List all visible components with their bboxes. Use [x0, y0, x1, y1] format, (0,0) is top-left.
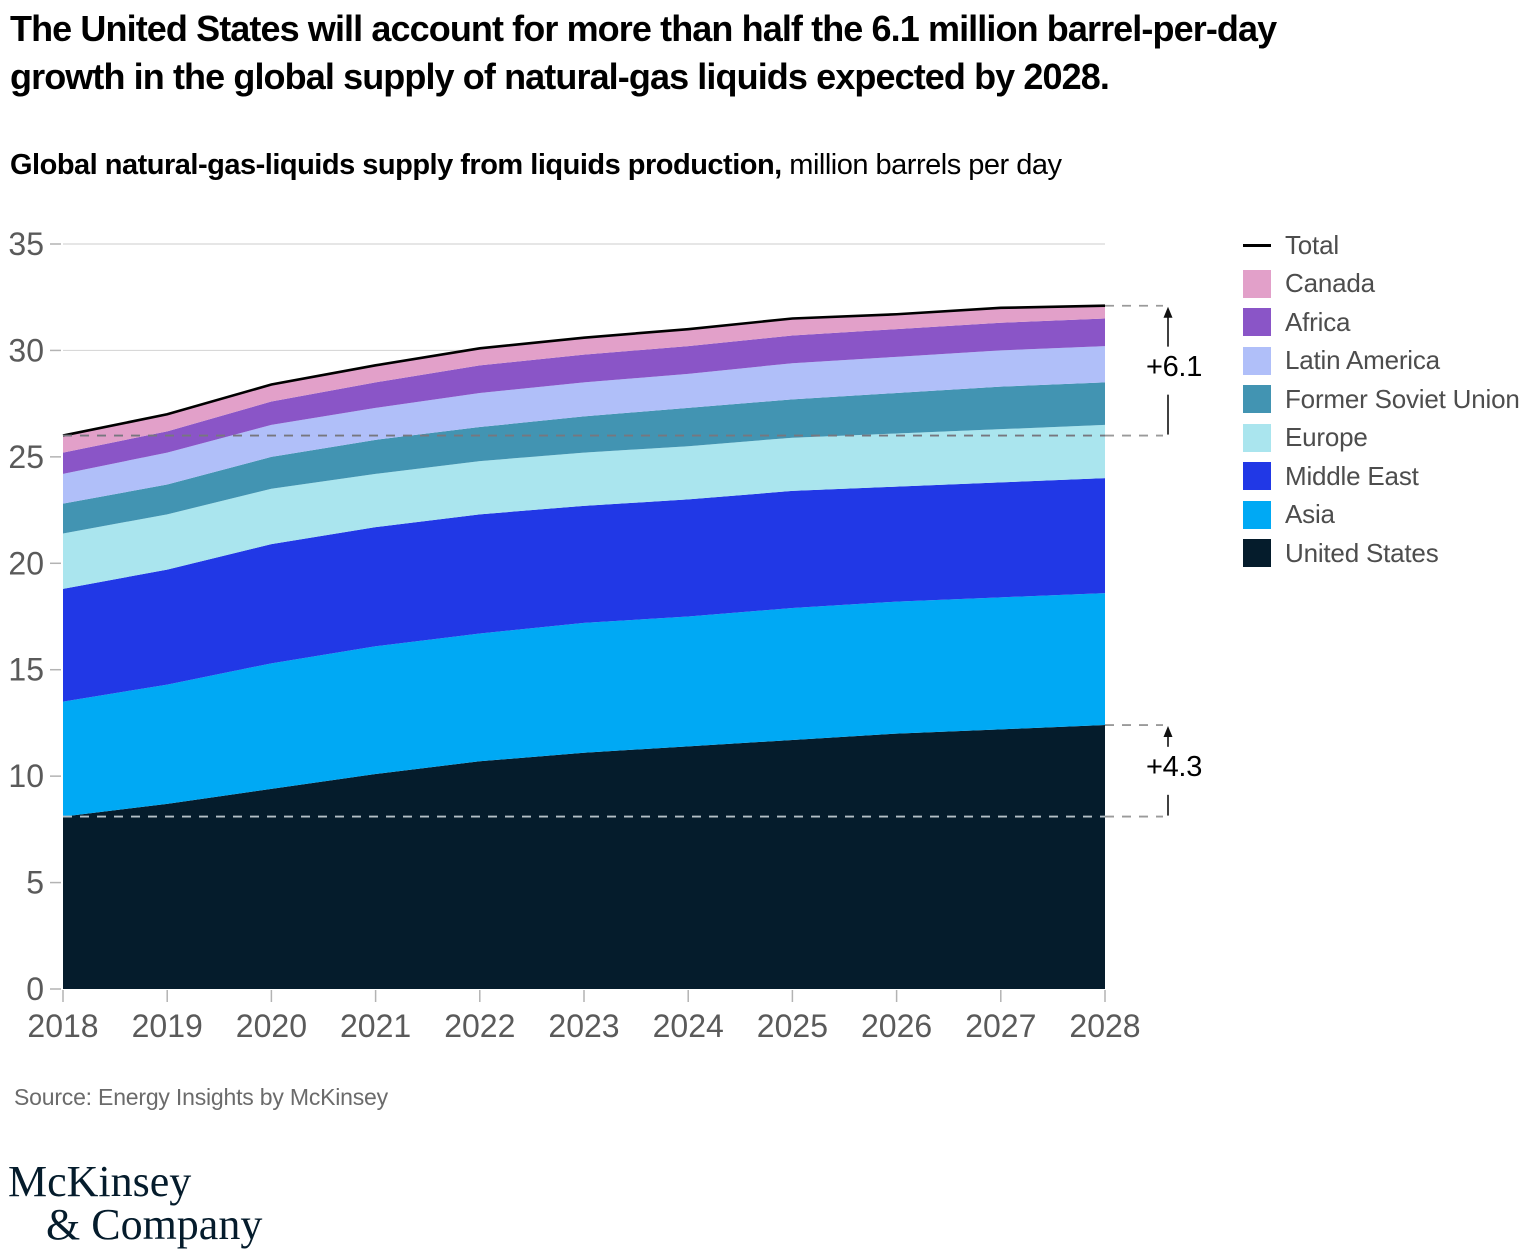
total-line: [62, 304, 1106, 437]
source-note: Source: Energy Insights by McKinsey: [14, 1084, 388, 1110]
legend-item-middle-east: Middle East: [1243, 457, 1520, 496]
x-tick-label: 2020: [236, 1008, 307, 1044]
page-title-line2: growth in the global supply of natural-g…: [10, 56, 1110, 97]
y-tick-label: 35: [8, 226, 44, 262]
x-tick-label: 2028: [1069, 1008, 1140, 1044]
logo-line2: & Company: [46, 1200, 263, 1249]
y-tick-label: 5: [26, 865, 44, 901]
legend-color-swatch: [1243, 423, 1271, 452]
x-tick-label: 2027: [965, 1008, 1036, 1044]
annotation-label-0: +6.1: [1145, 350, 1203, 383]
legend-color-swatch: [1243, 269, 1271, 298]
area-asia: [63, 593, 1105, 817]
x-tick-label: 2026: [861, 1008, 932, 1044]
legend-label: Asia: [1285, 499, 1335, 530]
growth-arrowhead-icon: [1163, 726, 1173, 738]
mckinsey-logo: McKinsey & Company: [8, 1157, 263, 1249]
legend-label: Canada: [1285, 268, 1375, 299]
x-tick-label: 2024: [653, 1008, 724, 1044]
legend-line-swatch: [1243, 243, 1271, 247]
legend-color-swatch: [1243, 346, 1271, 375]
growth-arrowhead-icon: [1163, 306, 1173, 318]
x-tick-label: 2019: [132, 1008, 203, 1044]
area-africa: [63, 318, 1105, 474]
page-title-line1: The United States will account for more …: [10, 8, 1277, 49]
x-tick-label: 2018: [27, 1008, 98, 1044]
legend-item-united-states: United States: [1243, 534, 1520, 573]
legend-item-latin-america: Latin America: [1243, 342, 1520, 381]
y-tick-label: 30: [8, 332, 44, 368]
legend-label: Africa: [1285, 306, 1351, 337]
x-tick-label: 2025: [757, 1008, 828, 1044]
legend: Total Canada Africa Latin America Former Sov…: [1243, 226, 1520, 573]
logo-line1: McKinsey: [8, 1157, 192, 1206]
legend-item-canada: Canada: [1243, 265, 1520, 304]
legend-label: United States: [1285, 537, 1439, 568]
legend-color-swatch: [1243, 462, 1271, 491]
legend-label: Former Soviet Union: [1285, 383, 1520, 414]
legend-color-swatch: [1243, 385, 1271, 414]
legend-label: Total: [1285, 229, 1339, 260]
y-tick-label: 10: [8, 758, 44, 794]
legend-label: Latin America: [1285, 345, 1440, 376]
chart-subtitle: Global natural-gas-liquids supply from l…: [10, 149, 1062, 182]
legend-item-former-soviet-union: Former Soviet Union: [1243, 380, 1520, 419]
area-europe: [63, 424, 1105, 589]
legend-color-swatch: [1243, 308, 1271, 337]
area-united-states: [63, 725, 1105, 989]
annotation-label-1: +4.3: [1145, 750, 1203, 783]
page-title: The United States will account for more …: [10, 5, 1277, 101]
legend-item-europe: Europe: [1243, 419, 1520, 458]
legend-color-swatch: [1243, 539, 1271, 568]
x-tick-label: 2023: [548, 1008, 619, 1044]
legend-color-swatch: [1243, 500, 1271, 529]
area-former-soviet-union: [63, 382, 1105, 534]
area-middle-east: [63, 478, 1105, 702]
legend-label: Middle East: [1285, 460, 1419, 491]
y-tick-label: 20: [8, 545, 44, 581]
chart-subtitle-bold: Global natural-gas-liquids supply from l…: [10, 149, 782, 181]
legend-label: Europe: [1285, 422, 1368, 453]
y-tick-label: 0: [26, 971, 44, 1007]
legend-item-africa: Africa: [1243, 303, 1520, 342]
y-tick-label: 15: [8, 652, 44, 688]
area-canada: [63, 305, 1105, 453]
area-latin-america: [63, 346, 1105, 504]
chart-subtitle-unit: million barrels per day: [781, 149, 1062, 181]
legend-item-total: Total: [1243, 226, 1520, 265]
x-tick-label: 2022: [444, 1008, 515, 1044]
legend-item-asia: Asia: [1243, 496, 1520, 535]
x-tick-label: 2021: [340, 1008, 411, 1044]
y-tick-label: 25: [8, 439, 44, 475]
